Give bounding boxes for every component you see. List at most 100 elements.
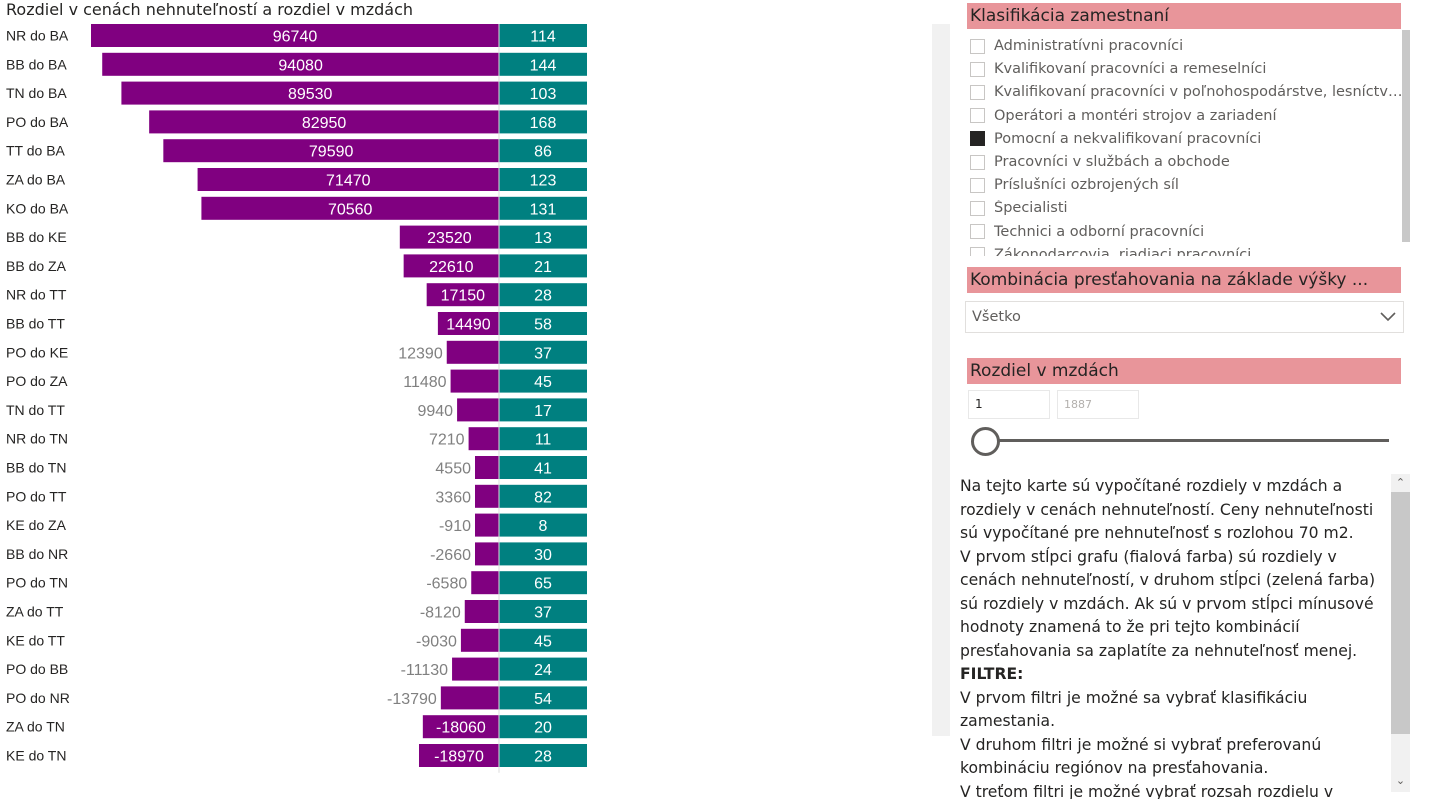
category-label: KO do BA (6, 200, 69, 216)
price-bar (440, 686, 499, 710)
category-label: PO do BB (6, 661, 68, 677)
wage-bar (499, 312, 587, 335)
classification-option[interactable]: Kvalifikovaní pracovníci v poľnohospodár… (967, 82, 1411, 102)
info-scrollbar[interactable]: ⌃ ⌄ (1391, 474, 1410, 792)
price-data-label: 14490 (446, 317, 491, 334)
price-bar (403, 254, 499, 278)
chevron-up-icon[interactable]: ⌃ (1395, 476, 1406, 489)
classification-option[interactable]: Príslušníci ozbrojených síl (967, 175, 1411, 195)
category-label: PO do TN (6, 575, 68, 591)
price-bar (426, 283, 499, 307)
checkbox[interactable] (970, 200, 985, 216)
checkbox[interactable] (970, 224, 985, 240)
price-data-label: 71470 (326, 173, 371, 190)
wage-data-label: 28 (534, 749, 552, 766)
info-text: Na tejto karte sú vypočítané rozdiely v … (960, 474, 1392, 799)
wage-slider-track[interactable] (985, 439, 1389, 442)
classification-option-label: Operátori a montéri strojov a zariadení (994, 107, 1277, 124)
price-bar (163, 139, 499, 163)
category-label: KE do TT (6, 632, 65, 648)
price-data-label: -18060 (436, 720, 486, 737)
category-label: TN do TT (6, 402, 65, 418)
commute-dropdown-value: Všetko (972, 309, 1021, 325)
checkbox[interactable] (970, 131, 985, 147)
price-bar (197, 168, 499, 191)
checkbox[interactable] (970, 61, 985, 77)
wage-data-label: 58 (534, 317, 552, 334)
price-bar (457, 398, 499, 422)
wage-data-label: 17 (534, 403, 552, 420)
category-label: NR do TT (6, 287, 67, 303)
price-bar (450, 369, 499, 393)
wage-bar (499, 628, 587, 652)
wage-bar (499, 225, 587, 249)
classification-list[interactable]: Administratívni pracovníci Kvalifikovaní … (967, 34, 1411, 256)
price-bar (471, 571, 499, 595)
wage-data-label: 28 (534, 288, 552, 305)
category-label: PO do NR (6, 690, 70, 706)
wage-data-label: 45 (534, 633, 552, 650)
price-data-label: 7210 (429, 432, 465, 449)
price-data-label: 4550 (435, 461, 471, 478)
wage-data-label: 37 (534, 605, 552, 622)
classification-option[interactable]: Pomocní a nekvalifikovaní pracovníci (967, 129, 1411, 149)
price-bar (91, 24, 499, 47)
wage-slider-handle[interactable] (971, 427, 1000, 456)
classification-option[interactable]: Technici a odborní pracovníci (967, 222, 1411, 242)
price-data-label: 11480 (403, 374, 446, 391)
category-label: KE do ZA (6, 517, 67, 533)
wage-data-label: 54 (534, 691, 552, 708)
price-data-label: -9030 (416, 633, 457, 650)
chevron-down-icon[interactable]: ⌄ (1395, 774, 1406, 787)
wage-min-input[interactable]: 1 (968, 390, 1050, 419)
wage-bar (499, 110, 587, 134)
price-bar (121, 81, 499, 105)
category-label: BB do BA (6, 56, 67, 72)
wage-bar (499, 571, 587, 595)
commute-dropdown[interactable]: Všetko (965, 301, 1404, 333)
category-label: BB do TN (6, 460, 66, 476)
wage-bar (499, 196, 587, 220)
info-scrollbar-thumb[interactable] (1391, 492, 1410, 734)
price-data-label: 12390 (398, 345, 443, 362)
classification-option[interactable]: Operátori a montéri strojov a zariadení (967, 106, 1411, 126)
price-data-label: 9940 (417, 403, 453, 420)
checkbox[interactable] (970, 84, 985, 100)
price-data-label: 23520 (427, 230, 472, 247)
wage-data-label: 45 (534, 374, 552, 391)
wage-bar (499, 484, 587, 508)
wage-data-label: 11 (535, 432, 552, 449)
classification-option-label: Technici a odborní pracovníci (994, 223, 1205, 240)
wage-max-input[interactable]: 1887 (1057, 390, 1139, 419)
category-label: PO do TT (6, 488, 67, 504)
price-bar (201, 196, 500, 220)
category-label: BB do TT (6, 316, 65, 332)
wage-bar (499, 81, 587, 105)
checkbox[interactable] (970, 108, 985, 124)
checkbox[interactable] (970, 154, 985, 170)
classification-option[interactable]: Špecialisti (967, 198, 1411, 218)
checkbox[interactable] (970, 38, 985, 54)
classification-option[interactable]: Pracovníci v službách a obchode (967, 152, 1411, 172)
info-paragraph: Na tejto karte sú vypočítané rozdiely v … (960, 477, 1374, 542)
category-label: PO do BA (6, 114, 69, 130)
price-bar (102, 52, 500, 76)
checkbox[interactable] (970, 247, 985, 256)
wage-bar (499, 139, 587, 163)
classification-option-label: Zákonodarcovia, riadiaci pracovníci (994, 246, 1252, 256)
wage-bar (499, 715, 587, 739)
price-data-label: 3360 (435, 489, 471, 506)
classification-scrollbar[interactable] (1402, 30, 1410, 242)
classification-option[interactable]: Zákonodarcovia, riadiaci pracovníci (967, 245, 1411, 256)
classification-option[interactable]: Kvalifikovaní pracovníci a remeselníci (967, 59, 1411, 79)
classification-option[interactable]: Administratívni pracovníci (967, 36, 1411, 56)
filter-paragraph: V treťom filtri je možné vybrať rozsah r… (960, 782, 1334, 799)
category-label: ZA do TN (6, 719, 65, 735)
checkbox[interactable] (970, 177, 985, 193)
price-bar (475, 456, 499, 479)
category-label: PO do ZA (6, 373, 68, 389)
wage-bar (499, 254, 587, 278)
wage-data-label: 123 (530, 173, 557, 190)
category-label: NR do BA (6, 28, 69, 44)
filter-paragraph: V prvom filtri je možné sa vybrať klasif… (960, 688, 1308, 731)
